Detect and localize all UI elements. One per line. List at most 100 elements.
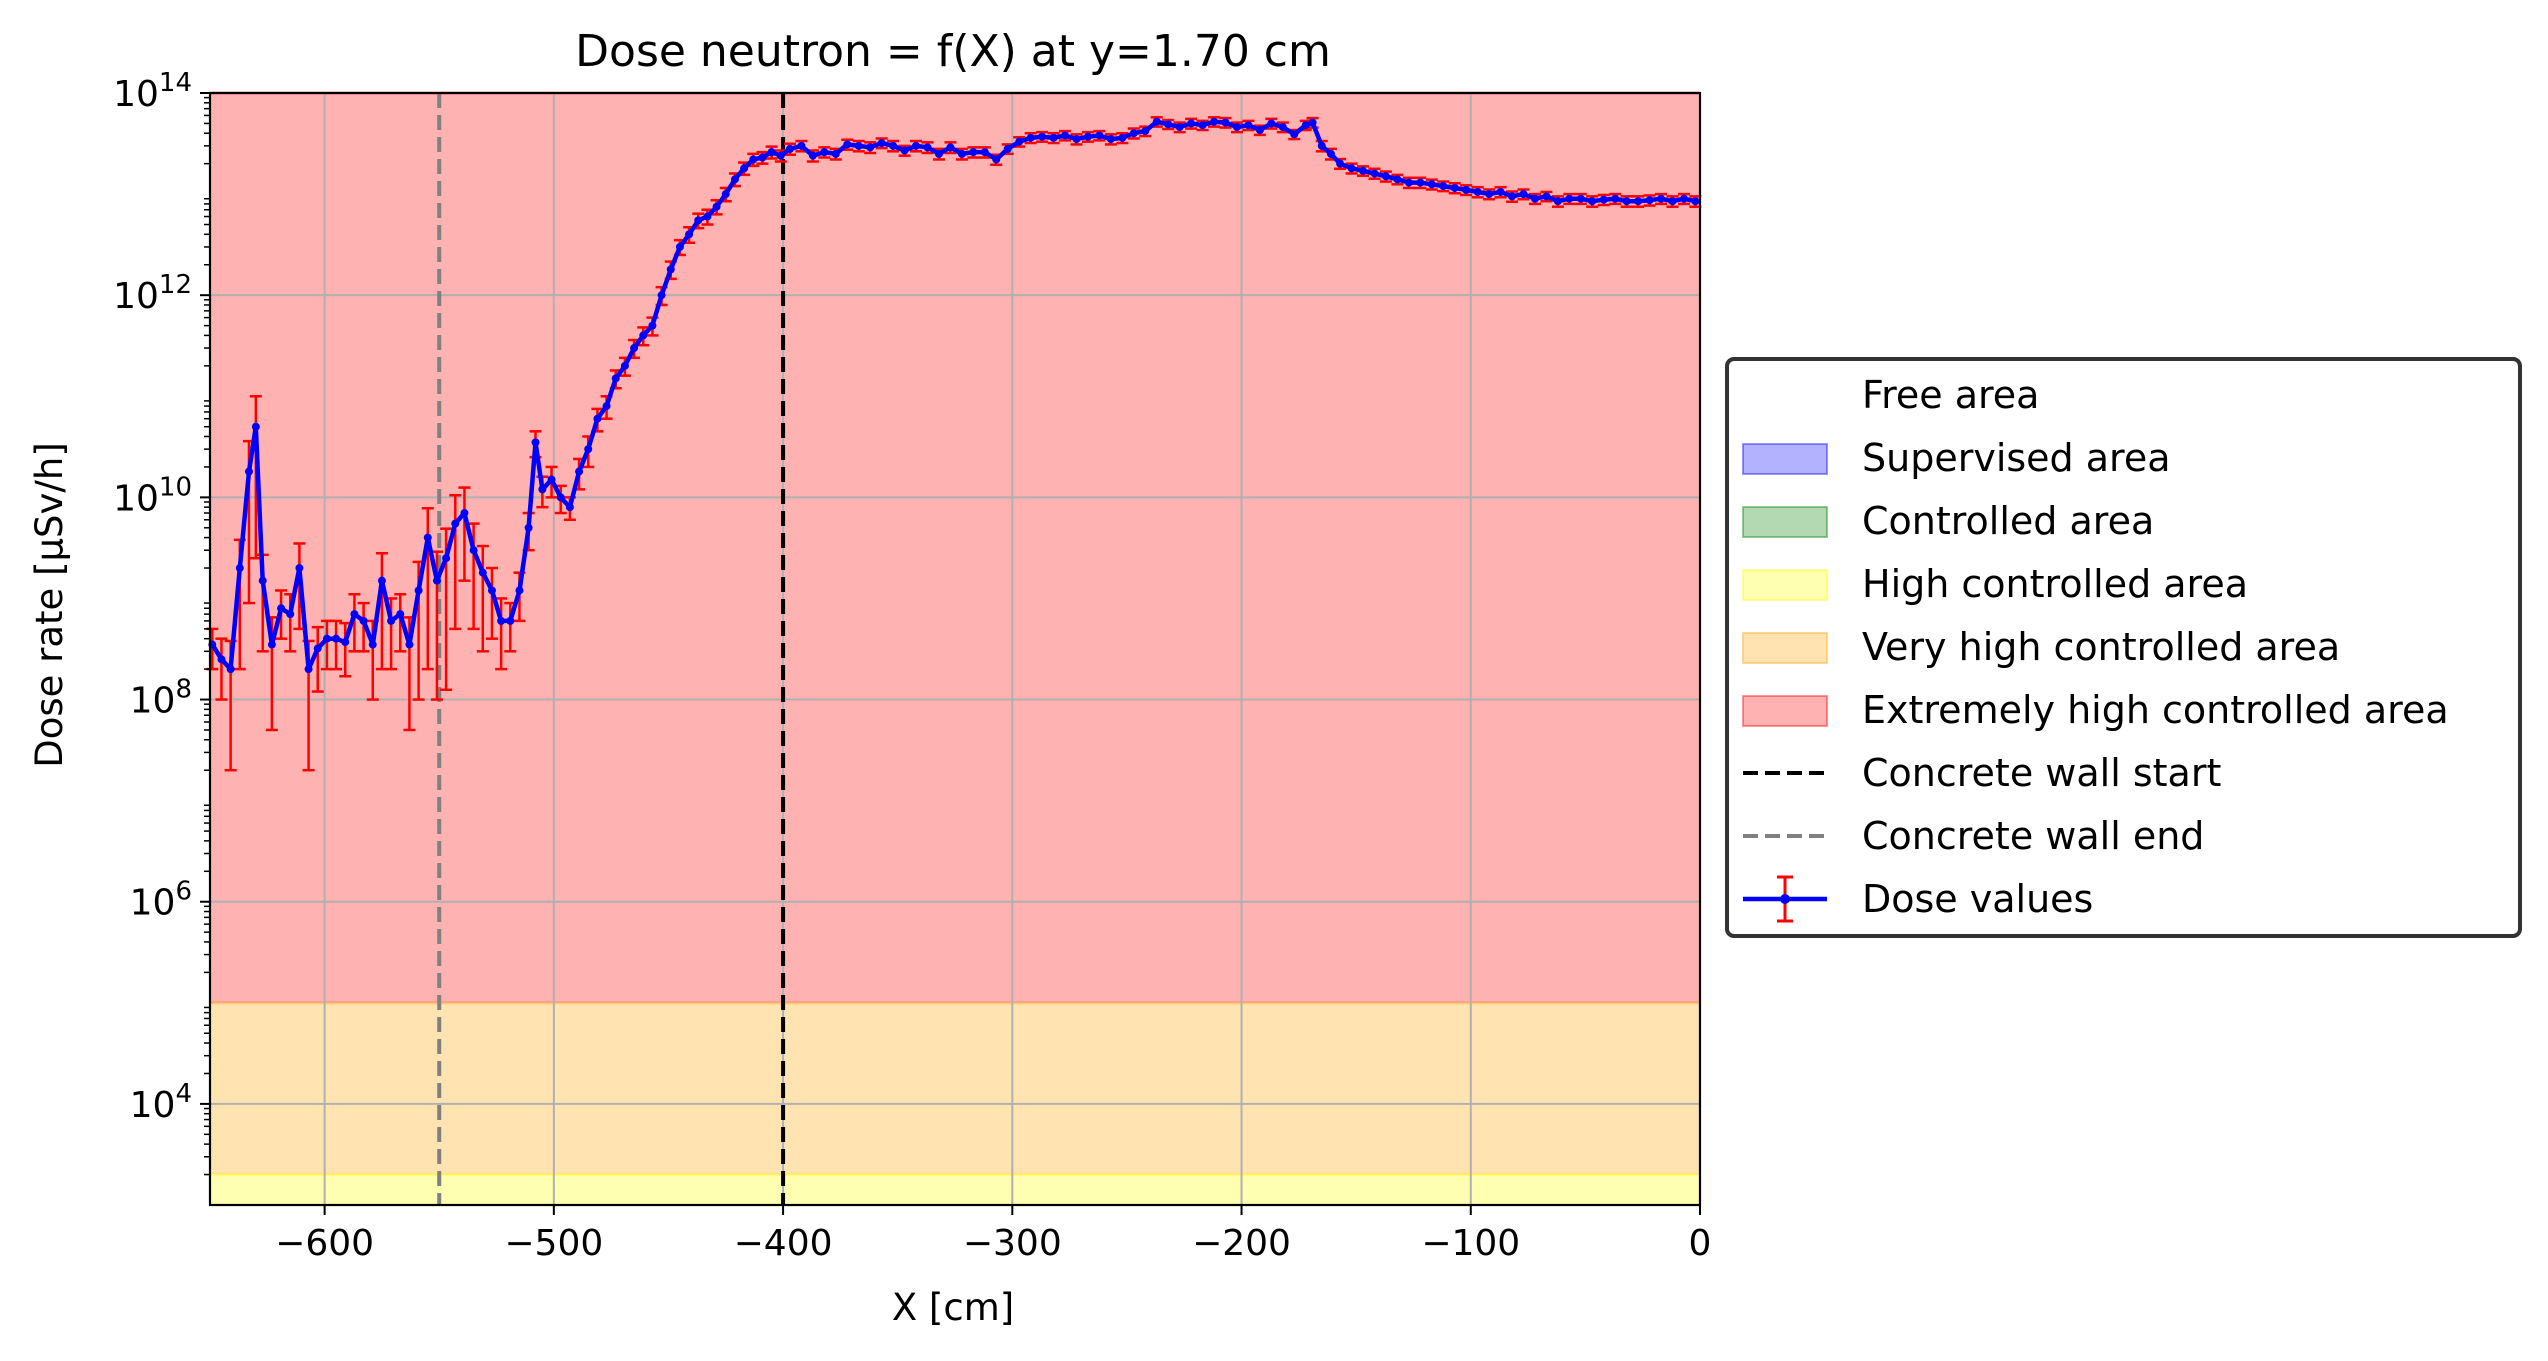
dose-point-37 (538, 485, 547, 494)
dose-point-34 (515, 586, 524, 595)
dose-point-93 (1118, 133, 1127, 142)
dose-point-111 (1317, 141, 1326, 150)
dose-point-132 (1553, 197, 1562, 206)
legend-item-3: High controlled area (1742, 562, 2248, 606)
dose-point-83 (1003, 144, 1012, 153)
legend-item-1: Supervised area (1742, 436, 2171, 480)
y-tick-label-2: 108 (130, 675, 192, 722)
dose-point-9 (286, 610, 295, 619)
y-axis-label: Dose rate [µSv/h] (28, 442, 71, 768)
dose-point-8 (277, 604, 286, 613)
legend-label-5: Extremely high controlled area (1862, 688, 2449, 732)
dose-point-106 (1267, 119, 1276, 128)
dose-point-55 (703, 212, 712, 221)
dose-point-110 (1308, 118, 1317, 127)
dose-point-85 (1026, 133, 1035, 142)
dose-point-53 (685, 230, 694, 239)
dose-point-63 (776, 151, 785, 160)
x-tick-label-0: −600 (275, 1223, 374, 1264)
error-bar-32 (495, 597, 508, 671)
dose-point-101 (1210, 117, 1219, 126)
legend-item-5: Extremely high controlled area (1742, 688, 2449, 732)
dose-point-13 (322, 634, 331, 643)
chart-title: Dose neutron = f(X) at y=1.70 cm (575, 26, 1331, 77)
dose-point-103 (1232, 123, 1241, 132)
error-bar-31 (485, 566, 498, 640)
dose-point-86 (1038, 132, 1047, 141)
dose-point-96 (1152, 117, 1161, 126)
dose-point-88 (1061, 131, 1070, 140)
dose-point-40 (565, 503, 574, 512)
dose-point-105 (1255, 126, 1264, 135)
zone-band-5 (210, 93, 1700, 1003)
dose-point-137 (1611, 194, 1620, 203)
legend-item-6: Concrete wall start (1743, 751, 2221, 795)
legend-label-7: Concrete wall end (1862, 814, 2204, 858)
dose-point-79 (957, 149, 966, 158)
dose-point-130 (1530, 194, 1539, 203)
legend-swatch-3 (1742, 569, 1828, 601)
legend-item-4: Very high controlled area (1742, 625, 2340, 669)
legend-swatch-5 (1742, 695, 1828, 727)
dose-point-124 (1462, 185, 1471, 194)
x-tick-label-6: 0 (1689, 1223, 1712, 1264)
dose-point-108 (1290, 130, 1299, 139)
dose-point-36 (531, 438, 540, 447)
dose-point-5 (251, 422, 260, 431)
dose-point-104 (1244, 121, 1253, 130)
dose-point-2 (226, 665, 235, 674)
dose-point-102 (1221, 118, 1230, 127)
x-tick-label-1: −500 (504, 1223, 603, 1264)
error-bar-21 (394, 593, 407, 653)
legend-swatch-1 (1742, 443, 1828, 475)
x-tick-label-5: −100 (1421, 1223, 1520, 1264)
dose-point-7 (267, 640, 276, 649)
dose-point-84 (1015, 137, 1024, 146)
legend-item-2: Controlled area (1742, 499, 2154, 543)
legend-swatch-2 (1742, 506, 1828, 538)
legend-swatch-4 (1742, 632, 1828, 664)
legend-item-7: Concrete wall end (1743, 814, 2204, 858)
dose-point-64 (785, 144, 794, 153)
dose-point-121 (1427, 180, 1436, 189)
dose-point-49 (648, 321, 657, 330)
dose-point-67 (820, 148, 829, 157)
zone-band-3 (210, 1174, 1700, 1205)
dose-point-112 (1326, 149, 1335, 158)
dose-point-22 (405, 640, 414, 649)
dose-point-90 (1083, 132, 1092, 141)
dose-point-118 (1393, 175, 1402, 184)
dose-point-43 (593, 414, 602, 423)
legend-label-8: Dose values (1862, 877, 2093, 921)
dose-point-125 (1473, 187, 1482, 196)
dose-point-58 (730, 175, 739, 184)
y-tick-label-3: 1010 (113, 472, 192, 519)
dose-point-60 (749, 155, 758, 164)
dose-point-139 (1634, 197, 1643, 206)
x-axis-label: X [cm] (892, 1286, 1014, 1329)
dose-point-89 (1072, 135, 1081, 144)
legend-label-3: High controlled area (1862, 562, 2248, 606)
dose-point-44 (602, 402, 611, 411)
dose-point-1 (217, 655, 226, 664)
dose-point-117 (1381, 172, 1390, 181)
dose-point-28 (460, 509, 469, 518)
dose-point-6 (258, 576, 267, 585)
dose-point-87 (1049, 133, 1058, 142)
dose-point-66 (808, 151, 817, 160)
dose-point-20 (387, 616, 396, 625)
dose-point-45 (611, 374, 620, 383)
dose-point-144 (1691, 197, 1700, 206)
dose-point-57 (721, 190, 730, 199)
legend-label-0: Free area (1862, 373, 2039, 417)
dose-point-122 (1439, 182, 1448, 191)
dose-point-128 (1508, 192, 1517, 201)
dose-point-30 (478, 568, 487, 577)
dose-point-75 (912, 141, 921, 150)
dose-point-65 (797, 141, 806, 150)
dose-point-56 (712, 202, 721, 211)
dose-point-91 (1095, 131, 1104, 140)
dose-point-70 (854, 141, 863, 150)
error-bar-28 (458, 486, 471, 582)
dose-point-26 (442, 554, 451, 563)
